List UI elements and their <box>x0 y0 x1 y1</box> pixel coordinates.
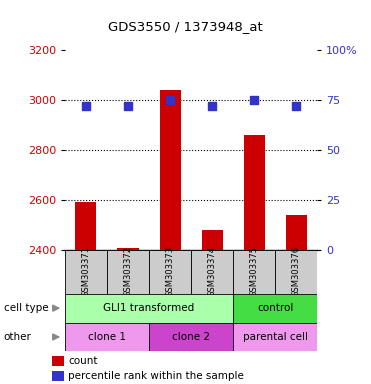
Text: parental cell: parental cell <box>243 332 308 342</box>
Text: other: other <box>4 332 32 342</box>
Text: GSM303373: GSM303373 <box>165 246 174 297</box>
Text: percentile rank within the sample: percentile rank within the sample <box>68 371 244 381</box>
Bar <box>118 248 138 250</box>
Point <box>167 97 173 103</box>
Text: GLI1 transformed: GLI1 transformed <box>104 303 195 313</box>
Bar <box>191 250 233 294</box>
Point <box>293 103 299 109</box>
Bar <box>233 294 317 323</box>
Point <box>209 103 215 109</box>
Point <box>83 103 89 109</box>
Bar <box>52 356 64 366</box>
Bar <box>160 90 181 250</box>
Bar <box>201 230 223 250</box>
Bar <box>149 323 233 351</box>
Bar <box>244 135 265 250</box>
Point <box>125 103 131 109</box>
Text: GSM303375: GSM303375 <box>250 246 259 297</box>
Bar <box>233 323 317 351</box>
Point <box>251 97 257 103</box>
Text: GSM303374: GSM303374 <box>208 246 217 297</box>
Text: clone 1: clone 1 <box>88 332 126 342</box>
Text: count: count <box>68 356 98 366</box>
Bar <box>286 215 307 250</box>
Text: cell type: cell type <box>4 303 48 313</box>
Text: GSM303371: GSM303371 <box>82 246 91 297</box>
Text: GDS3550 / 1373948_at: GDS3550 / 1373948_at <box>108 20 263 33</box>
Text: GSM303376: GSM303376 <box>292 246 301 297</box>
Bar <box>233 250 275 294</box>
Bar <box>65 294 233 323</box>
Bar <box>75 202 96 250</box>
Text: GSM303372: GSM303372 <box>124 246 132 297</box>
Text: clone 2: clone 2 <box>172 332 210 342</box>
Bar <box>52 371 64 381</box>
Bar <box>275 250 317 294</box>
Bar <box>65 323 149 351</box>
Bar <box>65 250 107 294</box>
Text: control: control <box>257 303 293 313</box>
Bar <box>107 250 149 294</box>
Bar <box>149 250 191 294</box>
